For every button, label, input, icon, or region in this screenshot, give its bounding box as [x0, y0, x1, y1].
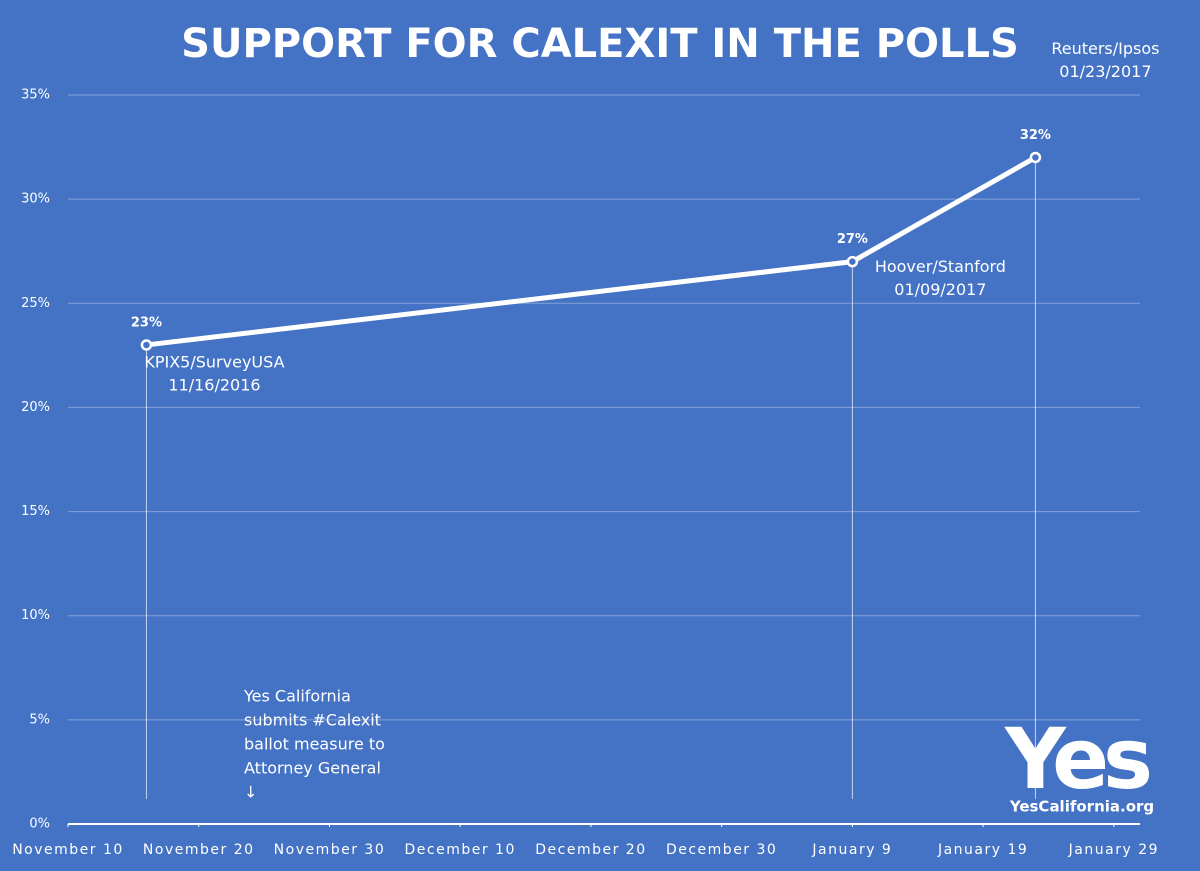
- point-annotation: Reuters/Ipsos: [1051, 39, 1159, 58]
- y-tick-label: 5%: [29, 712, 50, 727]
- point-annotation: 11/16/2016: [168, 375, 260, 394]
- data-label: 32%: [1020, 128, 1051, 143]
- y-tick-label: 0%: [29, 817, 50, 832]
- logo-main: Yes: [1004, 710, 1150, 808]
- data-label: 27%: [837, 232, 868, 247]
- y-tick-label: 35%: [21, 88, 50, 103]
- x-tick-label: December 30: [666, 842, 777, 858]
- x-tick-label: December 10: [405, 842, 516, 858]
- y-tick-label: 30%: [21, 192, 50, 207]
- x-tick-label: January 19: [937, 842, 1028, 858]
- point-annotation: KPIX5/SurveyUSA: [144, 352, 284, 371]
- point: [140, 339, 153, 351]
- chart-title: SUPPORT FOR CALEXIT IN THE POLLS: [181, 21, 1019, 67]
- data-label: 23%: [131, 315, 162, 330]
- point: [846, 255, 859, 268]
- note: ↓: [244, 783, 257, 802]
- note: Attorney General: [244, 759, 381, 778]
- point-annotation: 01/23/2017: [1059, 62, 1151, 81]
- note: ballot measure to: [244, 735, 385, 754]
- x-tick-label: January 9: [811, 842, 892, 858]
- note: submits #Calexit: [244, 711, 381, 730]
- point-annotation: 01/09/2017: [894, 280, 986, 299]
- note: Yes California: [243, 687, 351, 706]
- y-tick-label: 10%: [21, 608, 50, 623]
- x-tick-label: November 10: [12, 842, 124, 858]
- x-tick-label: November 30: [274, 842, 386, 858]
- y-tick-label: 20%: [21, 400, 50, 415]
- x-tick-label: January 29: [1068, 842, 1159, 858]
- logo-site: YesCalifornia.org: [1009, 798, 1154, 816]
- y-tick-label: 25%: [21, 296, 50, 311]
- x-tick-label: December 20: [535, 842, 646, 858]
- x-tick-label: November 20: [143, 842, 255, 858]
- point-annotation: Hoover/Stanford: [875, 257, 1006, 276]
- point: [1029, 151, 1042, 164]
- y-tick-label: 15%: [21, 504, 50, 519]
